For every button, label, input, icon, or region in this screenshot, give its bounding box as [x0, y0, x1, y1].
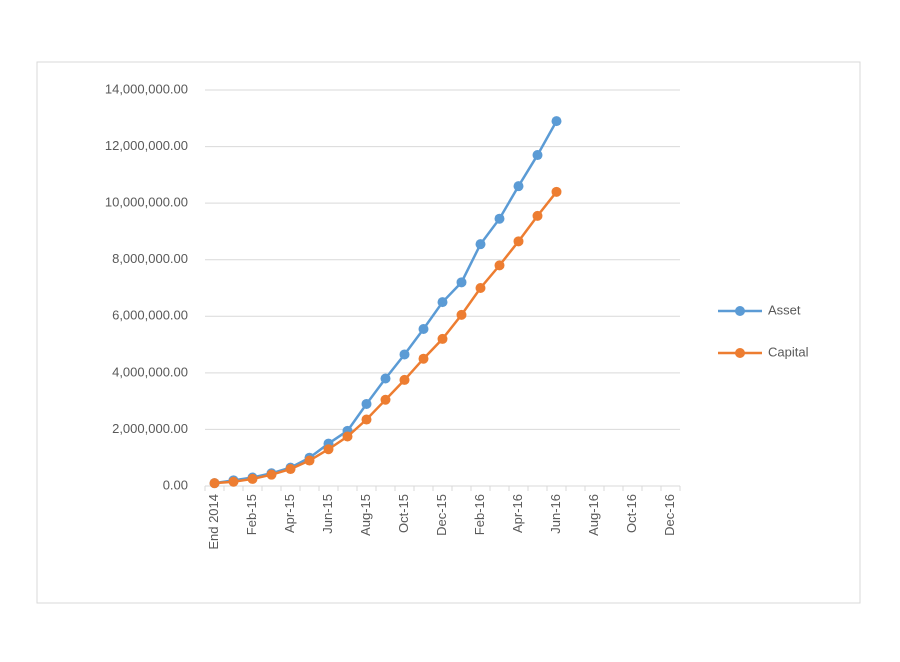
point — [475, 239, 486, 250]
point — [399, 349, 410, 360]
point — [551, 186, 562, 197]
x-tick-label: End 2014 — [206, 494, 221, 550]
x-tick-label: Apr-16 — [510, 494, 525, 533]
point — [475, 283, 486, 293]
y-tick-label: 8,000,000.00 — [112, 251, 188, 266]
point — [361, 398, 372, 409]
point — [342, 431, 353, 442]
y-tick-label: 12,000,000.00 — [105, 138, 188, 153]
point — [532, 150, 543, 161]
y-tick-label: 14,000,000.00 — [105, 81, 188, 96]
x-tick-label: Oct-16 — [624, 494, 639, 533]
point — [418, 324, 429, 335]
point — [323, 444, 334, 455]
point — [551, 116, 562, 127]
point — [456, 277, 467, 288]
point — [494, 213, 505, 224]
point — [437, 333, 448, 344]
point — [437, 297, 448, 308]
point — [532, 210, 543, 221]
x-tick-label: Aug-16 — [586, 494, 601, 536]
point — [209, 478, 220, 489]
x-tick-label: Feb-16 — [472, 494, 487, 535]
x-tick-label: Dec-16 — [662, 494, 677, 536]
point — [399, 374, 410, 385]
point — [361, 414, 372, 425]
point — [266, 469, 277, 480]
y-tick-label: 2,000,000.00 — [112, 421, 188, 436]
point — [228, 476, 239, 487]
y-tick-label: 0.00 — [163, 477, 188, 492]
point — [304, 455, 315, 466]
x-tick-label: Aug-15 — [358, 494, 373, 536]
x-tick-label: Oct-15 — [396, 494, 411, 533]
legend-marker — [735, 306, 745, 316]
x-tick-label: Apr-15 — [282, 494, 297, 533]
legend-label: Asset — [768, 302, 801, 317]
point — [247, 473, 258, 484]
y-tick-label: 6,000,000.00 — [112, 308, 188, 323]
y-tick-label: 10,000,000.00 — [105, 195, 188, 210]
point — [513, 236, 524, 247]
point — [380, 394, 391, 405]
x-tick-label: Feb-15 — [244, 494, 259, 535]
x-tick-label: Jun-16 — [548, 494, 563, 534]
point — [494, 260, 505, 271]
x-tick-label: Jun-15 — [320, 494, 335, 534]
point — [456, 309, 467, 320]
y-tick-label: 4,000,000.00 — [112, 364, 188, 379]
point — [285, 464, 296, 475]
legend-marker — [735, 348, 745, 358]
point — [418, 353, 429, 364]
point — [380, 373, 391, 384]
point — [513, 181, 524, 192]
x-tick-label: Dec-15 — [434, 494, 449, 536]
legend-label: Capital — [768, 344, 809, 359]
